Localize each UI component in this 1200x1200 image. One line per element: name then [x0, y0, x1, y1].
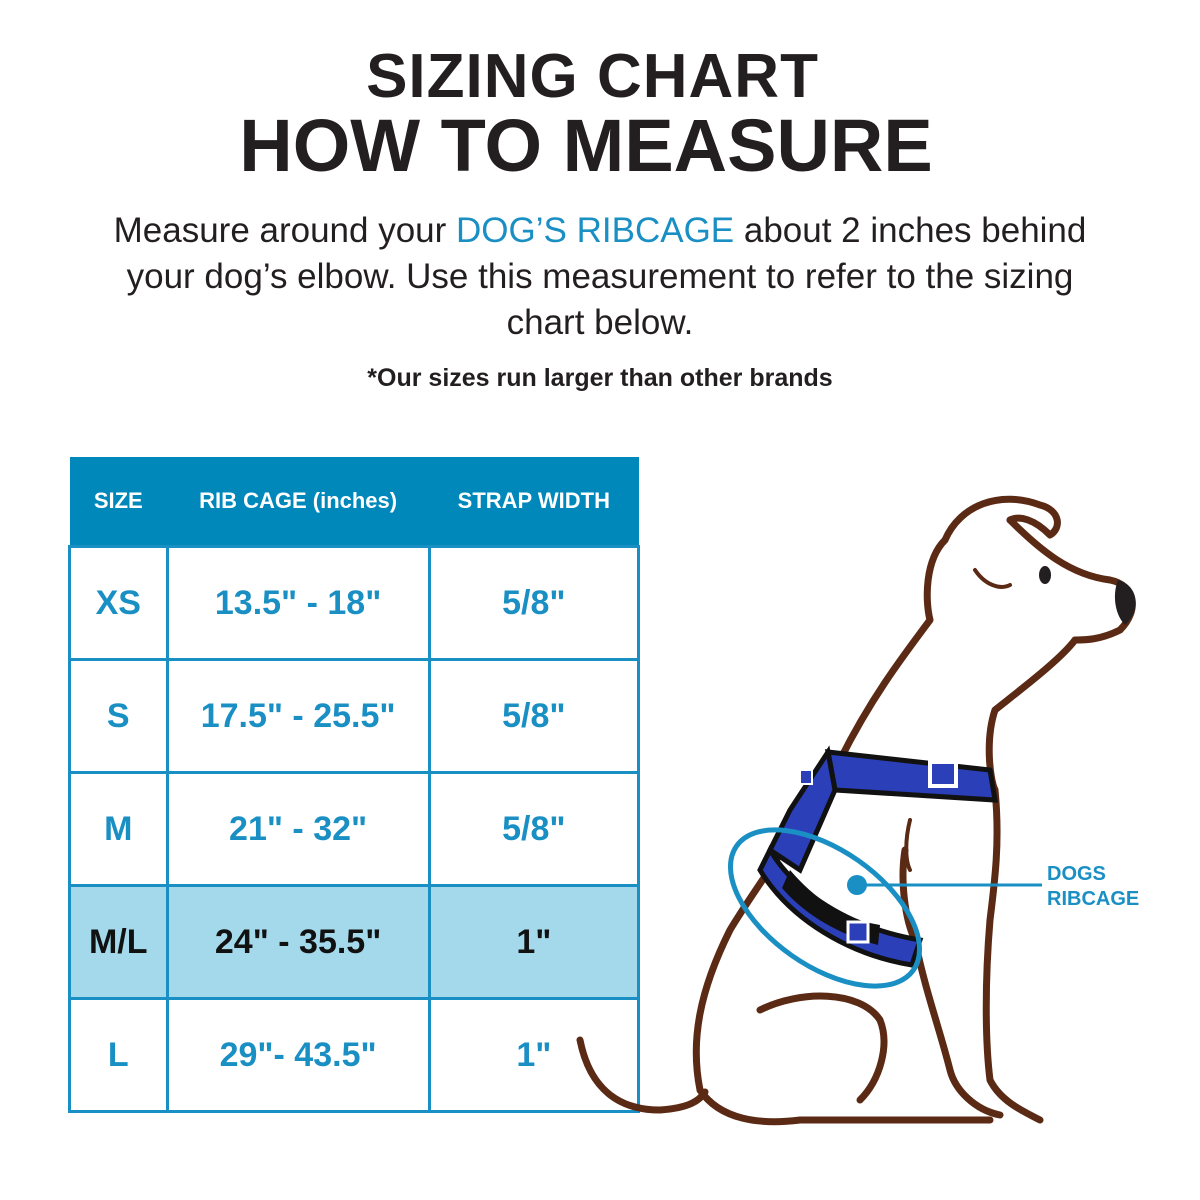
- table-row: S 17.5" - 25.5" 5/8": [68, 658, 641, 774]
- header-rib-cage: RIB CAGE (inches): [167, 457, 430, 547]
- header-size: SIZE: [69, 457, 168, 547]
- cell-strap: 5/8": [427, 771, 641, 887]
- intro-after: about 2 inches behind your dog’s elbow. …: [126, 211, 1087, 342]
- cell-size: S: [68, 658, 169, 774]
- dog-eye: [1039, 566, 1051, 584]
- cell-strap: 1": [427, 884, 641, 1000]
- table-row: L 29"- 43.5" 1": [68, 997, 641, 1113]
- size-note: *Our sizes run larger than other brands: [367, 364, 833, 392]
- intro-highlight: DOG’S RIBCAGE: [456, 211, 735, 250]
- ribcage-pointer-dot: [847, 875, 867, 895]
- cell-size: XS: [68, 545, 169, 661]
- ribcage-label-line2: RIBCAGE: [1047, 888, 1140, 910]
- cell-size: M: [68, 771, 169, 887]
- table-header: SIZE RIB CAGE (inches) STRAP WIDTH: [69, 457, 639, 547]
- ribcage-measure-loop: [727, 827, 923, 989]
- table-row: XS 13.5" - 18" 5/8": [68, 545, 641, 661]
- cell-strap: 5/8": [427, 658, 641, 774]
- cell-size: M/L: [68, 884, 169, 1000]
- cell-rib: 13.5" - 18": [165, 545, 431, 661]
- cell-rib: 17.5" - 25.5": [165, 658, 431, 774]
- cell-strap: 5/8": [427, 545, 641, 661]
- harness: [757, 745, 998, 968]
- header-strap-width: STRAP WIDTH: [429, 457, 639, 547]
- dog-outline: [576, 495, 1136, 1126]
- intro-before: Measure around your: [113, 211, 457, 250]
- table-row-highlighted: M/L 24" - 35.5" 1": [68, 884, 641, 1000]
- dog-nose: [1114, 580, 1136, 625]
- ribcage-label-line1: DOGS: [1047, 863, 1106, 885]
- cell-size: L: [68, 997, 169, 1113]
- cell-rib: 21" - 32": [165, 771, 431, 887]
- title-how-to-measure: HOW TO MEASURE: [239, 104, 933, 187]
- intro-text: Measure around your DOG’S RIBCAGE about …: [100, 208, 1100, 346]
- ribcage-label: DOGS RIBCAGE: [1047, 862, 1139, 912]
- table-row: M 21" - 32" 5/8": [68, 771, 641, 887]
- sizing-table: SIZE RIB CAGE (inches) STRAP WIDTH XS 13.…: [68, 457, 641, 1113]
- cell-rib: 29"- 43.5": [165, 997, 431, 1113]
- title-sizing-chart: SIZING CHART: [366, 42, 819, 111]
- cell-rib: 24" - 35.5": [165, 884, 431, 1000]
